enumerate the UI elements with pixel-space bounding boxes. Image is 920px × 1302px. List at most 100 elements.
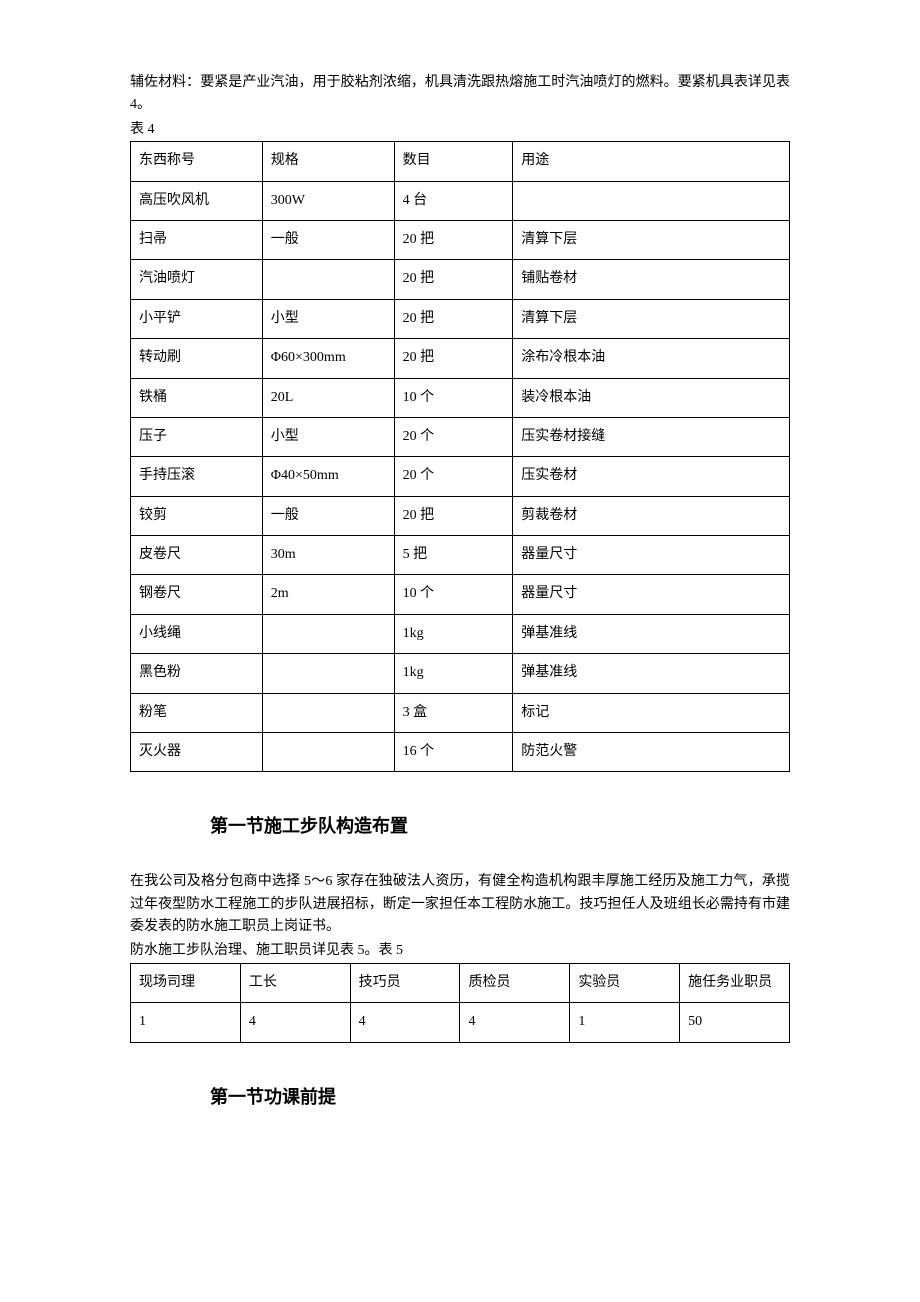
table-row: 小线绳 1kg弹基准线: [131, 614, 790, 653]
table-4-tools: 东西称号 规格 数目 用途 高压吹风机300W4 台扫帚一般20 把清算下层汽油…: [130, 141, 790, 772]
table-row: 铰剪一般20 把剪裁卷材: [131, 496, 790, 535]
table-cell: 1: [131, 1003, 241, 1042]
table-cell: 器量尺寸: [513, 536, 790, 575]
table-cell: 小型: [262, 417, 394, 456]
table-header-cell: 施任务业职员: [680, 963, 790, 1002]
table-cell: 16 个: [394, 733, 513, 772]
table-5-personnel: 现场司理 工长 技巧员 质检员 实验员 施任务业职员 1444150: [130, 963, 790, 1043]
table-header-cell: 东西称号: [131, 142, 263, 181]
table-cell: 1kg: [394, 654, 513, 693]
table-row: 转动刷Φ60×300mm20 把涂布冷根本油: [131, 339, 790, 378]
table-cell: 弹基准线: [513, 654, 790, 693]
table-header-cell: 实验员: [570, 963, 680, 1002]
table-cell: 小平铲: [131, 299, 263, 338]
table-cell: 20 把: [394, 496, 513, 535]
table-cell: 铰剪: [131, 496, 263, 535]
table5-label: 防水施工步队治理、施工职员详见表 5。表 5: [130, 940, 790, 962]
table-cell: 10 个: [394, 378, 513, 417]
table-cell: [262, 614, 394, 653]
table-cell: 20 把: [394, 299, 513, 338]
table-cell: 黑色粉: [131, 654, 263, 693]
table-cell: 防范火警: [513, 733, 790, 772]
table-cell: [262, 733, 394, 772]
table-cell: 20 把: [394, 260, 513, 299]
team-paragraph: 在我公司及格分包商中选择 5～6 家存在独破法人资历，有健全构造机构跟丰厚施工经…: [130, 871, 790, 938]
table-cell: 压实卷材: [513, 457, 790, 496]
table-row: 皮卷尺30m5 把器量尺寸: [131, 536, 790, 575]
table-cell: 压子: [131, 417, 263, 456]
table-cell: 1kg: [394, 614, 513, 653]
table-row: 铁桶20L10 个装冷根本油: [131, 378, 790, 417]
table-row: 钢卷尺2m10 个器量尺寸: [131, 575, 790, 614]
table-cell: 汽油喷灯: [131, 260, 263, 299]
table-header-row: 东西称号 规格 数目 用途: [131, 142, 790, 181]
table-cell: 铁桶: [131, 378, 263, 417]
table-header-cell: 用途: [513, 142, 790, 181]
table-cell: 4: [350, 1003, 460, 1042]
table-cell: 2m: [262, 575, 394, 614]
table-cell: 5 把: [394, 536, 513, 575]
table-row: 灭火器 16 个防范火警: [131, 733, 790, 772]
table-cell: 1: [570, 1003, 680, 1042]
table-header-cell: 技巧员: [350, 963, 460, 1002]
table-cell: [262, 654, 394, 693]
table-cell: 装冷根本油: [513, 378, 790, 417]
table-cell: Φ40×50mm: [262, 457, 394, 496]
table-cell: 扫帚: [131, 220, 263, 259]
table4-label: 表 4: [130, 119, 790, 141]
table-header-cell: 工长: [240, 963, 350, 1002]
table-cell: 20 个: [394, 457, 513, 496]
table-header-cell: 现场司理: [131, 963, 241, 1002]
table-cell: 清算下层: [513, 220, 790, 259]
table-row: 高压吹风机300W4 台: [131, 181, 790, 220]
table-cell: 3 盒: [394, 693, 513, 732]
table-row: 1444150: [131, 1003, 790, 1042]
table-header-cell: 规格: [262, 142, 394, 181]
table-row: 汽油喷灯 20 把铺贴卷材: [131, 260, 790, 299]
table-cell: 标记: [513, 693, 790, 732]
table-cell: 一般: [262, 220, 394, 259]
table-cell: 剪裁卷材: [513, 496, 790, 535]
table-cell: 20 把: [394, 220, 513, 259]
table-cell: 手持压滚: [131, 457, 263, 496]
table-cell: 高压吹风机: [131, 181, 263, 220]
table-row: 扫帚一般20 把清算下层: [131, 220, 790, 259]
table-cell: 转动刷: [131, 339, 263, 378]
table-cell: 10 个: [394, 575, 513, 614]
table-cell: 小型: [262, 299, 394, 338]
section-heading-team: 第一节施工步队构造布置: [130, 812, 790, 841]
table-cell: 4 台: [394, 181, 513, 220]
table-cell: 器量尺寸: [513, 575, 790, 614]
table-cell: 铺贴卷材: [513, 260, 790, 299]
table-cell: 30m: [262, 536, 394, 575]
table-cell: 20 把: [394, 339, 513, 378]
table-header-cell: 质检员: [460, 963, 570, 1002]
table-cell: 涂布冷根本油: [513, 339, 790, 378]
section-heading-prereq: 第一节功课前提: [130, 1083, 790, 1112]
table-row: 压子小型20 个压实卷材接缝: [131, 417, 790, 456]
table-cell: 钢卷尺: [131, 575, 263, 614]
table-cell: 皮卷尺: [131, 536, 263, 575]
table-cell: 灭火器: [131, 733, 263, 772]
table-header-row: 现场司理 工长 技巧员 质检员 实验员 施任务业职员: [131, 963, 790, 1002]
table-cell: 粉笔: [131, 693, 263, 732]
table-cell: 压实卷材接缝: [513, 417, 790, 456]
table-cell: 小线绳: [131, 614, 263, 653]
table-cell: 清算下层: [513, 299, 790, 338]
table-cell: 4: [460, 1003, 570, 1042]
table-cell: [262, 260, 394, 299]
table-cell: 4: [240, 1003, 350, 1042]
table-cell: Φ60×300mm: [262, 339, 394, 378]
intro-paragraph: 辅佐材料：要紧是产业汽油，用于胶粘剂浓缩，机具清洗跟热熔施工时汽油喷灯的燃料。要…: [130, 72, 790, 117]
table-cell: 300W: [262, 181, 394, 220]
table-row: 粉笔 3 盒标记: [131, 693, 790, 732]
table-cell: 20L: [262, 378, 394, 417]
table-cell: 弹基准线: [513, 614, 790, 653]
table-cell: [262, 693, 394, 732]
table-cell: 20 个: [394, 417, 513, 456]
table-cell: 一般: [262, 496, 394, 535]
table-row: 小平铲小型20 把清算下层: [131, 299, 790, 338]
table-row: 手持压滚Φ40×50mm20 个压实卷材: [131, 457, 790, 496]
table-cell: 50: [680, 1003, 790, 1042]
table-row: 黑色粉 1kg弹基准线: [131, 654, 790, 693]
